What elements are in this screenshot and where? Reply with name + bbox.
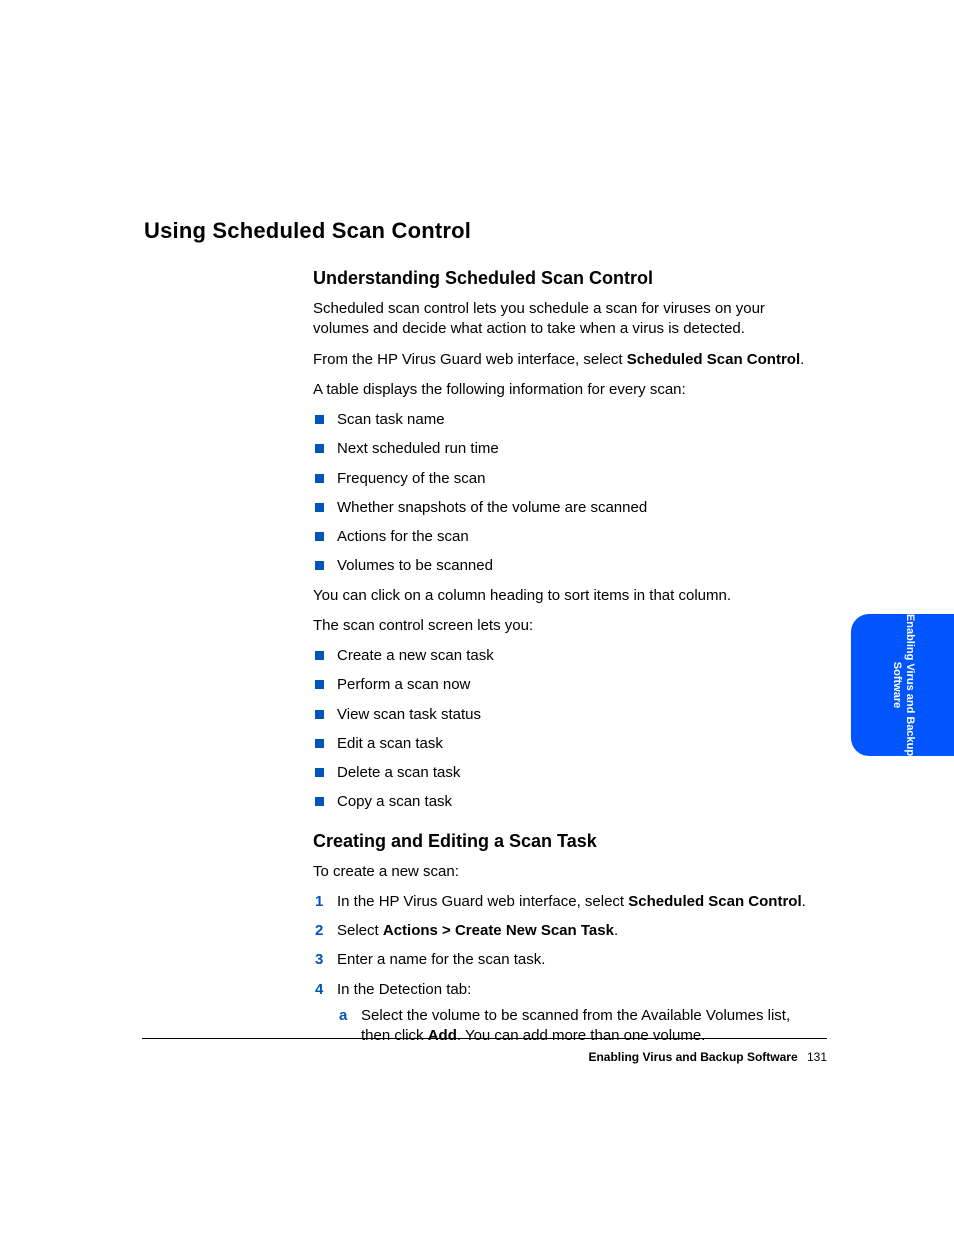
step2-bold: Actions > Create New Scan Task [383, 922, 614, 939]
list-item: Frequency of the scan [313, 469, 819, 489]
step1-pre: In the HP Virus Guard web interface, sel… [337, 893, 628, 910]
list-item: Next scheduled run time [313, 439, 819, 459]
step1-bold: Scheduled Scan Control [628, 893, 801, 910]
side-tab: Enabling Virus and Backup Software [851, 614, 954, 756]
footer-rule [142, 1038, 827, 1039]
section1-list2: Create a new scan task Perform a scan no… [313, 646, 819, 813]
section1-heading: Understanding Scheduled Scan Control [313, 268, 819, 289]
substep-item: Select the volume to be scanned from the… [337, 1006, 819, 1047]
section1-p2-bold: Scheduled Scan Control [627, 351, 800, 368]
section2-heading: Creating and Editing a Scan Task [313, 831, 819, 852]
step-item: Select Actions > Create New Scan Task. [313, 921, 819, 941]
section2-intro: To create a new scan: [313, 862, 819, 882]
section2-steps: In the HP Virus Guard web interface, sel… [313, 892, 819, 1047]
section1-p1: Scheduled scan control lets you schedule… [313, 299, 819, 340]
step4-text: In the Detection tab: [337, 981, 471, 998]
section1-p2-post: . [800, 351, 804, 368]
section1-p2: From the HP Virus Guard web interface, s… [313, 350, 819, 370]
list-item: Create a new scan task [313, 646, 819, 666]
side-tab-line2: Software [891, 662, 903, 708]
side-tab-label: Enabling Virus and Backup Software [889, 614, 915, 756]
section2-substeps: Select the volume to be scanned from the… [337, 1006, 819, 1047]
section1-p2-pre: From the HP Virus Guard web interface, s… [313, 351, 627, 368]
footer-page-number: 131 [807, 1050, 827, 1064]
list-item: Edit a scan task [313, 734, 819, 754]
list-item: Copy a scan task [313, 792, 819, 812]
main-heading: Using Scheduled Scan Control [144, 218, 824, 244]
step2-pre: Select [337, 922, 383, 939]
step-item: Enter a name for the scan task. [313, 950, 819, 970]
list-item: Actions for the scan [313, 527, 819, 547]
list-item: View scan task status [313, 705, 819, 725]
page-content: Using Scheduled Scan Control Understandi… [144, 218, 824, 1055]
list-item: Volumes to be scanned [313, 556, 819, 576]
substep-a-bold: Add [428, 1027, 457, 1044]
footer-text: Enabling Virus and Backup Software 131 [588, 1050, 827, 1064]
step-item: In the HP Virus Guard web interface, sel… [313, 892, 819, 912]
list-item: Scan task name [313, 410, 819, 430]
list-item: Perform a scan now [313, 675, 819, 695]
section1-list1: Scan task name Next scheduled run time F… [313, 410, 819, 577]
list-item: Whether snapshots of the volume are scan… [313, 498, 819, 518]
side-tab-line1: Enabling Virus and Backup [904, 614, 916, 756]
step-item: In the Detection tab: Select the volume … [313, 980, 819, 1047]
section1-p5: The scan control screen lets you: [313, 616, 819, 636]
substep-a-post: . You can add more than one volume. [457, 1027, 706, 1044]
section1-p3: A table displays the following informati… [313, 380, 819, 400]
footer-chapter: Enabling Virus and Backup Software [588, 1050, 797, 1064]
section1-p4: You can click on a column heading to sor… [313, 586, 819, 606]
list-item: Delete a scan task [313, 763, 819, 783]
step2-post: . [614, 922, 618, 939]
section-understanding: Understanding Scheduled Scan Control Sch… [313, 268, 819, 1046]
step1-post: . [802, 893, 806, 910]
